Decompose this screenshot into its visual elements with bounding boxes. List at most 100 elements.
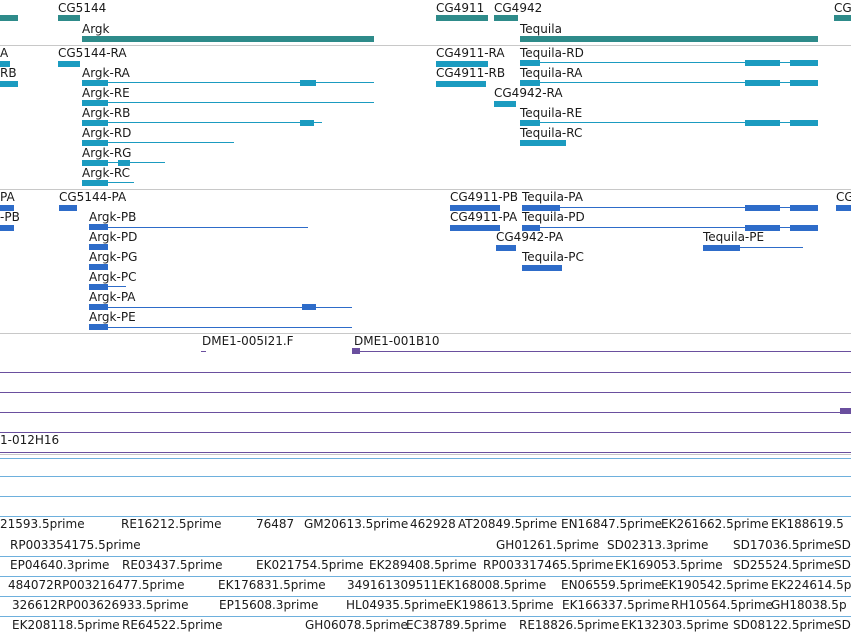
transcript-exon[interactable] [58,61,80,67]
protein-block[interactable] [89,304,108,310]
est-label[interactable]: SD [834,558,851,572]
transcript-exon[interactable] [520,80,540,86]
transcript-line[interactable] [82,182,134,183]
est-line[interactable] [0,556,851,557]
protein-label[interactable]: Tequila-PC [522,250,584,264]
transcript-exon[interactable] [436,81,486,87]
protein-block[interactable] [302,304,316,310]
clone-line[interactable] [0,392,851,393]
protein-block[interactable] [522,265,562,271]
protein-block[interactable] [89,284,108,290]
gene-bar-tequila[interactable] [520,36,818,42]
transcript-label[interactable]: CG4911-RA [436,46,505,60]
est-label[interactable]: GH01261.5prime [496,538,599,552]
est-label[interactable]: 484072RP003216477.5prime [8,578,185,592]
est-line[interactable] [0,616,851,617]
protein-block[interactable] [790,205,818,211]
protein-block[interactable] [745,225,780,231]
protein-label[interactable]: Argk-PC [89,270,137,284]
protein-block[interactable] [496,245,516,251]
est-label[interactable]: EK261662.5prime [661,517,769,531]
protein-line[interactable] [89,327,352,328]
est-label[interactable]: SD17036.5prime [733,538,835,552]
est-label[interactable]: SD08122.5prime [733,618,835,632]
transcript-exon[interactable] [300,120,314,126]
protein-block[interactable] [89,224,108,230]
transcript-exon[interactable] [520,140,566,146]
transcript-label[interactable]: CG5144-RA [58,46,127,60]
est-label[interactable]: EP04640.3prime [10,558,110,572]
transcript-exon[interactable] [745,120,780,126]
est-label[interactable]: SD [834,618,851,632]
transcript-label[interactable]: Argk-RA [82,66,130,80]
protein-block[interactable] [450,225,500,231]
transcript-line[interactable] [82,122,322,123]
protein-label[interactable]: Tequila-PD [522,210,585,224]
est-label[interactable]: 349161309511EK168008.5prime [347,578,547,592]
est-label[interactable]: HL04935.5prime [346,598,447,612]
transcript-label[interactable]: Tequila-RC [520,126,583,140]
protein-label[interactable]: Argk-PG [89,250,138,264]
est-label[interactable]: EK198613.5prime [446,598,554,612]
est-label[interactable]: RE16212.5prime [121,517,222,531]
est-label[interactable]: 76487 [256,517,295,531]
clone-line[interactable] [0,452,851,453]
protein-block[interactable] [745,205,780,211]
clone-line[interactable] [201,351,206,352]
transcript-label[interactable]: Argk-RD [82,126,132,140]
clone-label[interactable]: DME1-001B10 [354,334,440,348]
protein-line[interactable] [522,207,818,208]
protein-label[interactable]: Tequila-PE [703,230,765,244]
protein-block[interactable] [89,324,108,330]
est-label[interactable]: RE18826.5prime [519,618,620,632]
clone-label[interactable]: 1-012H16 [0,433,60,447]
est-line[interactable] [0,496,851,497]
clone-line[interactable] [354,351,851,352]
est-label[interactable]: RE03437.5prime [122,558,223,572]
gene-label-tequila[interactable]: Tequila [520,22,562,36]
transcript-exon[interactable] [520,60,540,66]
est-label[interactable]: EK188619.5 [771,517,844,531]
transcript-label[interactable]: Argk-RE [82,86,130,100]
est-label[interactable]: 21593.5prime [0,517,85,531]
gene-bar[interactable] [436,15,488,21]
protein-line[interactable] [703,247,803,248]
est-line[interactable] [0,596,851,597]
gene-label-cg4911[interactable]: CG4911 [436,1,485,15]
transcript-label[interactable]: Argk-RB [82,106,131,120]
protein-label[interactable]: -PB [0,210,20,224]
protein-block[interactable] [522,205,560,211]
gene-label-argk[interactable]: Argk [82,22,110,36]
transcript-exon[interactable] [82,120,108,126]
transcript-exon[interactable] [790,80,818,86]
transcript-label[interactable]: RB [0,66,17,80]
est-label[interactable]: RH10564.5prime [671,598,773,612]
est-label[interactable]: EC38789.5prime [406,618,507,632]
gene-bar[interactable] [834,15,851,21]
est-label[interactable]: RE64522.5prime [122,618,223,632]
est-label[interactable]: 326612RP003626933.5prime [12,598,189,612]
gene-bar-argk[interactable] [82,36,374,42]
transcript-exon[interactable] [745,80,780,86]
est-label[interactable]: 462928 [410,517,456,531]
clone-line[interactable] [0,432,851,433]
est-label[interactable]: EK021754.5prime [256,558,364,572]
protein-block[interactable] [59,205,77,211]
transcript-label[interactable]: Tequila-RE [520,106,583,120]
transcript-exon[interactable] [300,80,316,86]
protein-label[interactable]: Argk-PD [89,230,138,244]
protein-block[interactable] [522,225,540,231]
transcript-label[interactable]: CG4942-RA [494,86,563,100]
protein-label[interactable]: Argk-PB [89,210,137,224]
clone-label[interactable]: DME1-005I21.F [202,334,294,348]
transcript-exon[interactable] [82,140,108,146]
est-label[interactable]: EK132303.5prime [621,618,729,632]
gene-label-cg4942[interactable]: CG4942 [494,1,543,15]
transcript-exon[interactable] [745,60,780,66]
transcript-label[interactable]: A [0,46,9,60]
protein-label[interactable]: CG4911-PB [450,190,519,204]
transcript-exon[interactable] [0,81,18,87]
protein-label[interactable]: CG [836,190,851,204]
protein-line[interactable] [89,307,352,308]
transcript-label[interactable]: CG4911-RB [436,66,506,80]
